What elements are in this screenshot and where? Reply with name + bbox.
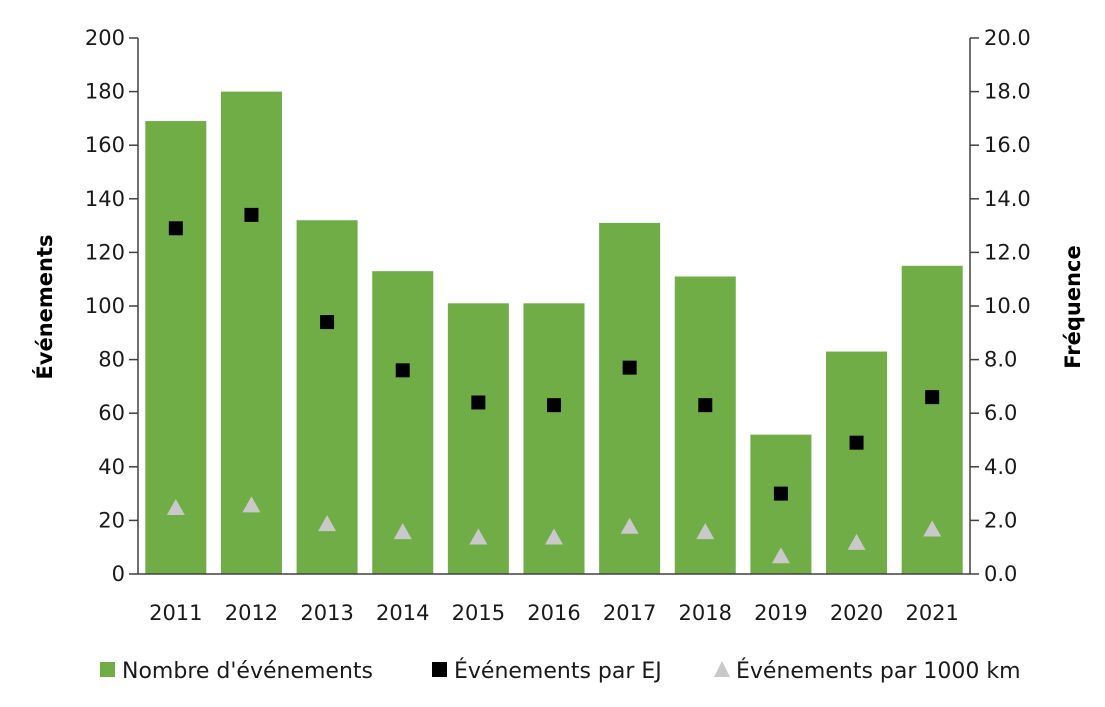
left-tick-label: 120 (85, 240, 125, 264)
x-tick-label: 2011 (149, 601, 202, 625)
left-tick-label: 20 (98, 508, 125, 532)
marker-ej-2011 (168, 221, 183, 236)
right-tick-label: 2.0 (984, 508, 1017, 532)
left-tick-label: 80 (98, 348, 125, 372)
marker-ej-2015 (471, 395, 486, 410)
left-tick-label: 180 (85, 80, 125, 104)
x-tick-label: 2020 (830, 601, 883, 625)
x-tick-label: 2013 (300, 601, 353, 625)
bar-2011 (145, 121, 207, 574)
left-tick-label: 40 (98, 455, 125, 479)
bars-group (145, 91, 963, 575)
marker-km-2014 (393, 523, 412, 540)
marker-km-2011 (166, 499, 185, 515)
left-tick-label: 100 (85, 294, 125, 318)
right-tick-label: 10.0 (984, 294, 1031, 318)
legend: Nombre d'événements Événements par EJ Évén… (100, 658, 1021, 684)
x-axis: 2011 2012 2013 2014 2015 2016 2017 2018 2019 2020… (138, 573, 970, 625)
marker-km-2018 (696, 523, 715, 540)
legend-label-ej: Événements par EJ (454, 658, 662, 684)
marker-ej-2021 (925, 390, 940, 405)
x-tick-label: 2021 (905, 601, 958, 625)
x-tick-label: 2017 (603, 601, 656, 625)
marker-km-2012 (242, 496, 261, 513)
legend-label-km: Événements par 1000 km (736, 658, 1021, 684)
bar-2012 (220, 91, 282, 574)
marker-ej-2012 (244, 207, 259, 222)
right-tick-label: 20.0 (984, 26, 1031, 50)
x-tick-label: 2012 (225, 601, 278, 625)
marker-km-2013 (318, 515, 337, 532)
right-tick-label: 16.0 (984, 133, 1031, 157)
right-tick-label: 14.0 (984, 187, 1031, 211)
left-axis: 0 20 40 60 80 100 120 140 160 180 200 (85, 26, 139, 586)
left-tick-label: 0 (112, 562, 125, 586)
marker-km-2020 (847, 533, 866, 550)
marker-ej-2013 (320, 315, 335, 330)
marker-km-2016 (545, 528, 563, 545)
marker-ej-2014 (395, 363, 410, 378)
left-tick-label: 140 (85, 187, 125, 211)
marker-km-2019 (771, 547, 790, 564)
right-tick-label: 18.0 (984, 80, 1031, 104)
right-tick-label: 6.0 (984, 401, 1017, 425)
left-tick-label: 60 (98, 401, 125, 425)
x-tick-label: 2014 (376, 601, 429, 625)
marker-km-2015 (469, 528, 488, 545)
x-tick-label: 2015 (452, 601, 505, 625)
x-tick-label: 2019 (754, 601, 807, 625)
right-tick-label: 12.0 (984, 240, 1031, 264)
right-tick-label: 8.0 (984, 348, 1017, 372)
x-tick-label: 2016 (527, 601, 580, 625)
marker-ej-2020 (849, 435, 864, 450)
marker-km-2017 (620, 517, 639, 534)
marker-ej-2019 (773, 486, 788, 501)
legend-swatch-ej (432, 662, 447, 677)
marker-km-2021 (923, 520, 942, 537)
legend-swatch-km (714, 661, 730, 677)
y-axis-title: Événements (32, 234, 57, 379)
y2-axis-title: Fréquence (1061, 245, 1085, 368)
marker-ej-2016 (547, 398, 561, 413)
marker-ej-2017 (622, 360, 637, 375)
marker-ej-2018 (698, 398, 713, 413)
x-tick-label: 2018 (679, 601, 732, 625)
legend-label-bars: Nombre d'événements (122, 659, 373, 684)
bar-2013 (296, 220, 358, 575)
right-tick-label: 0.0 (984, 562, 1017, 586)
left-tick-label: 200 (85, 26, 125, 50)
markers-group (166, 207, 942, 564)
left-tick-label: 160 (85, 133, 125, 157)
right-axis: 0.0 2.0 4.0 6.0 8.0 10.0 12.0 14.0 16.0 18.0 20.0 (969, 26, 1031, 586)
legend-swatch-bars (100, 662, 115, 677)
right-tick-label: 4.0 (984, 455, 1017, 479)
bar-2017 (599, 222, 661, 575)
